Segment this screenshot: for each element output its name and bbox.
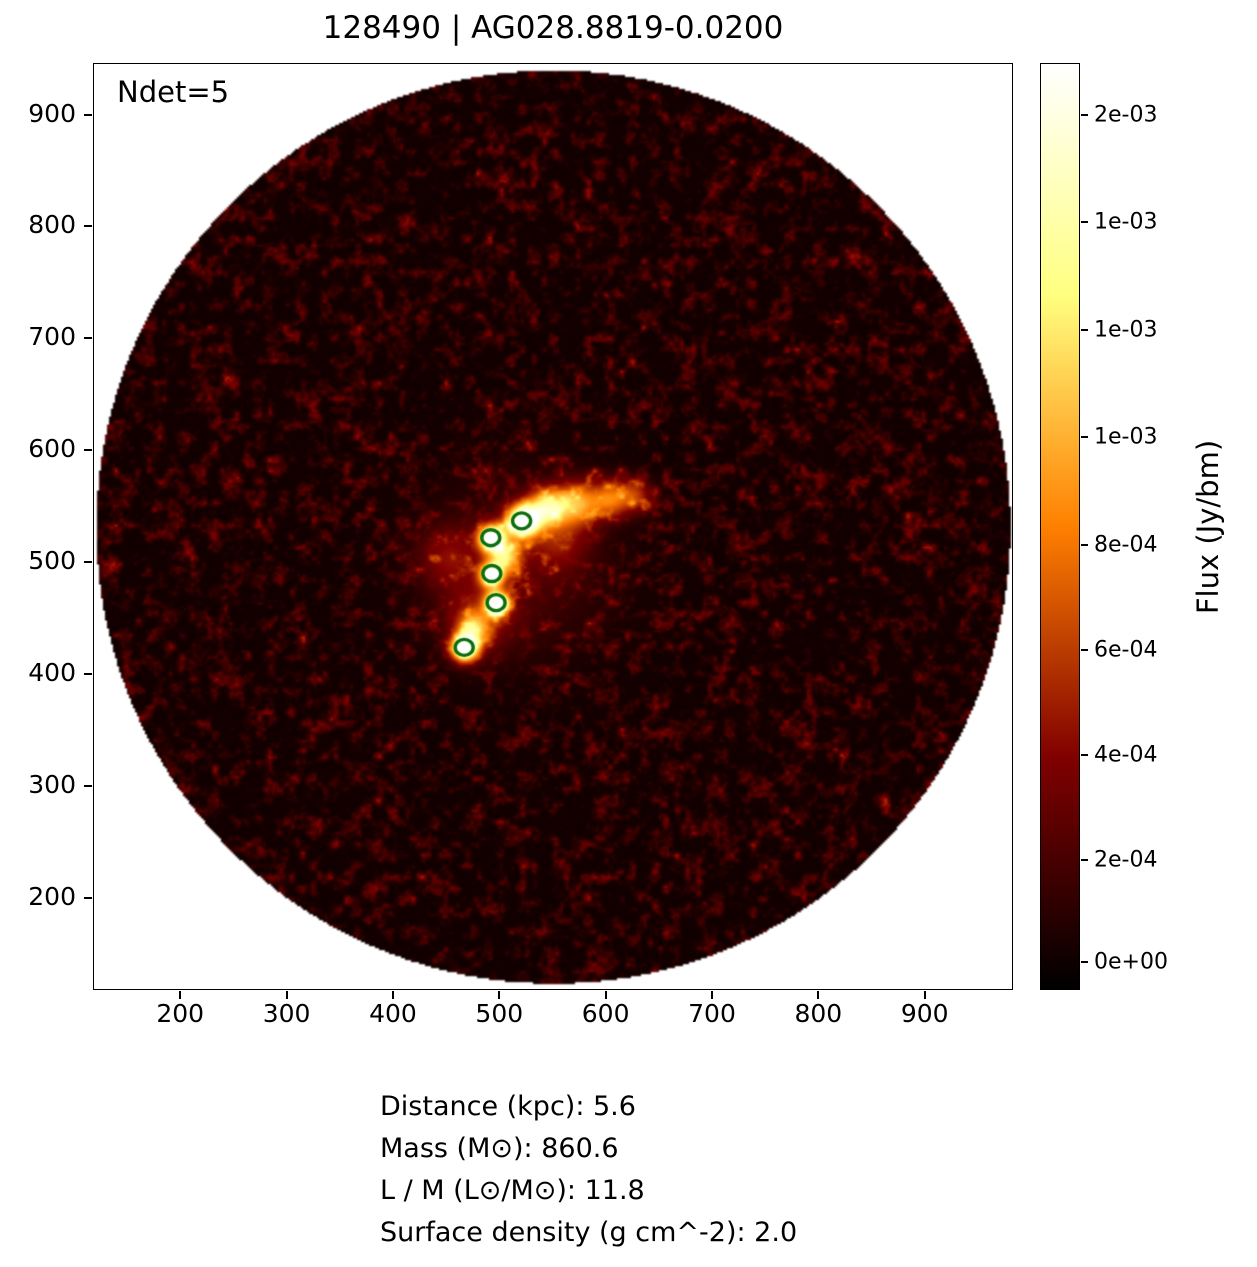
colorbar-tick-mark [1081,859,1088,862]
y-tick-label: 600 [28,434,76,464]
colorbar-tick-mark [1081,113,1088,116]
page-title: 128490 | AG028.8819-0.0200 [322,10,784,46]
colorbar-tick-mark [1081,754,1088,757]
colorbar-tick-mark [1081,435,1088,438]
x-tick-label: 600 [581,999,630,1028]
colorbar-tick-label: 6e-04 [1094,637,1158,663]
y-tick-label: 300 [28,770,76,800]
stat-mass: Mass (M⊙): 860.6 [380,1133,619,1164]
x-tick-label: 800 [794,999,843,1028]
x-tick-mark [285,991,288,999]
colorbar-tick-mark [1081,544,1088,547]
x-tick-mark [498,991,501,999]
x-tick-mark [817,991,820,999]
y-tick-mark [84,449,92,452]
colorbar-tick-mark [1081,221,1088,224]
y-tick-label: 500 [28,546,76,576]
colorbar-tick-label: 1e-03 [1094,424,1158,450]
stat-distance: Distance (kpc): 5.6 [380,1091,636,1122]
ndet-annotation: Ndet=5 [117,75,230,109]
x-tick-mark [604,991,607,999]
y-tick-label: 700 [28,322,76,352]
colorbar-tick-label: 4e-04 [1094,742,1158,768]
y-tick-mark [84,561,92,564]
x-tick-mark [391,991,394,999]
colorbar-tick-mark [1081,328,1088,331]
colorbar-label: Flux (Jy/bm) [1191,439,1225,615]
colorbar-tick-label: 1e-03 [1094,209,1158,235]
y-tick-mark [84,337,92,340]
x-tick-label: 700 [688,999,736,1028]
x-tick-label: 200 [156,999,205,1028]
y-tick-mark [84,673,92,676]
y-tick-label: 800 [28,210,76,240]
colorbar-tick-label: 1e-03 [1094,317,1158,343]
stat-l-over-m: L / M (L⊙/M⊙): 11.8 [380,1175,645,1206]
y-tick-mark [84,113,92,116]
y-tick-label: 200 [28,882,76,912]
y-tick-mark [84,785,92,788]
colorbar-tick-label: 8e-04 [1094,532,1158,558]
x-tick-label: 300 [262,999,311,1028]
colorbar-tick-label: 2e-03 [1094,102,1158,128]
colorbar-tick-label: 0e+00 [1094,949,1168,975]
x-tick-label: 400 [369,999,417,1028]
y-tick-label: 900 [28,98,76,128]
y-tick-mark [84,897,92,900]
x-tick-mark [711,991,713,999]
stat-surface-density: Surface density (g cm^-2): 2.0 [380,1217,798,1248]
colorbar-gradient [1040,63,1080,990]
x-tick-mark [923,991,926,999]
flux-heatmap-canvas [93,63,1013,990]
colorbar-tick-label: 2e-04 [1094,847,1158,873]
colorbar-tick-mark [1081,648,1088,651]
x-tick-label: 900 [900,999,949,1028]
x-tick-mark [179,991,182,999]
y-tick-mark [84,225,92,228]
y-tick-label: 400 [28,658,76,688]
footer-stats: Distance (kpc): 5.6 Mass (M⊙): 860.6 L /… [380,1086,797,1254]
x-tick-label: 500 [475,999,524,1028]
colorbar-tick-mark [1081,961,1088,964]
